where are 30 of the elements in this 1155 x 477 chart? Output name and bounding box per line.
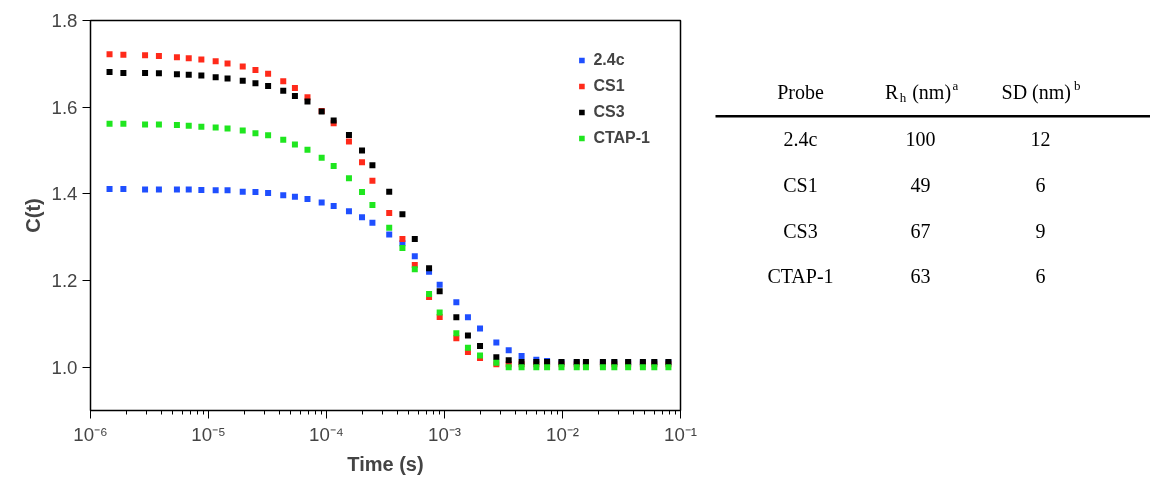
y-tick-label: 1.2 [51,270,78,291]
legend-label: CS1 [593,77,625,95]
data-label: 67 [910,219,931,242]
x-tick-label: 10⁻¹ [664,423,697,445]
data-label: 12 [1030,128,1051,151]
data-label: 6 [1035,173,1046,196]
legend-label: CS3 [593,103,625,121]
category-label: CS1 [783,173,818,196]
data-label: 63 [910,265,931,288]
data-label: 9 [1035,219,1046,242]
x-tick-label: 10⁻⁶ [73,423,108,445]
x-tick-label: 10⁻⁴ [309,423,344,445]
y-tick-label: 1.4 [51,183,78,205]
x-axis-title: Time (s) [347,452,424,475]
data-label: 6 [1035,265,1046,288]
legend-label: CTAP-1 [593,129,650,147]
data-label: 49 [910,173,931,196]
y-axis-title: C(t) [21,198,44,233]
y-tick-label: 1.0 [51,356,78,378]
legend-label: 2.4c [593,51,625,69]
y-tick-label: 1.8 [51,10,78,31]
x-tick-label: 10⁻³ [428,423,461,445]
category-label: 2.4c [783,128,818,151]
category-label: CS3 [783,219,818,242]
text: Probe [777,81,824,104]
x-tick-label: 10⁻⁵ [191,423,226,445]
category-label: CTAP-1 [767,265,834,288]
data-label: 100 [905,128,936,151]
y-tick-label: 1.6 [51,96,78,118]
x-tick-label: 10⁻² [546,423,579,445]
